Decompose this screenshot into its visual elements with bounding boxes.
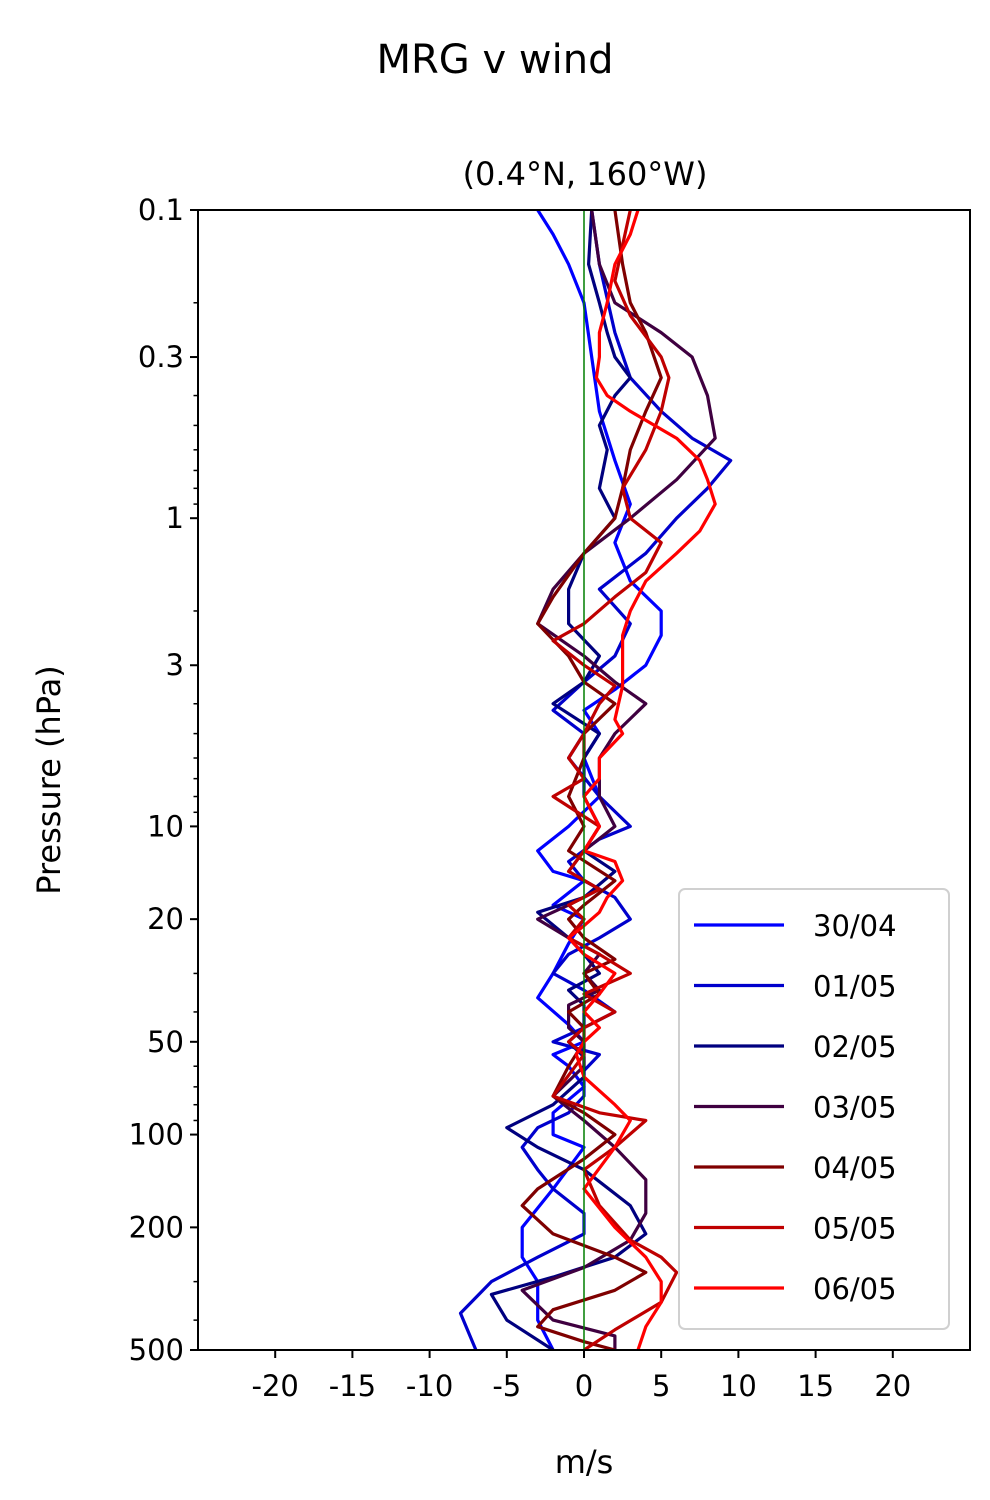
y-tick-label: 0.1 [138, 193, 184, 227]
y-tick-label: 1 [166, 501, 184, 535]
y-axis-label: Pressure (hPa) [30, 665, 68, 895]
legend-label: 06/05 [813, 1272, 897, 1306]
legend-label: 03/05 [813, 1091, 897, 1125]
y-tick-label: 500 [129, 1333, 184, 1367]
x-tick-label: 5 [652, 1369, 670, 1403]
legend-label: 02/05 [813, 1030, 897, 1064]
series-line-05-05 [551, 210, 679, 1350]
x-tick-label: -15 [329, 1369, 376, 1403]
legend-label: 05/05 [813, 1212, 897, 1246]
series-line-02-05 [489, 210, 648, 1350]
legend-label: 04/05 [813, 1151, 897, 1185]
x-tick-label: 0 [575, 1369, 593, 1403]
legend-frame [678, 888, 950, 1330]
x-axis-label: m/s [555, 1443, 614, 1481]
y-tick-label: 20 [147, 902, 184, 936]
x-tick-label: -10 [406, 1369, 453, 1403]
series-layer [458, 210, 733, 1350]
x-tick-label: -5 [492, 1369, 521, 1403]
legend-label: 01/05 [813, 970, 897, 1004]
y-tick-label: 10 [147, 809, 184, 843]
x-tick-label: 10 [720, 1369, 757, 1403]
y-tick-label: 3 [166, 648, 184, 682]
y-tick-label: 200 [129, 1210, 184, 1244]
figure-suptitle: MRG v wind [377, 37, 614, 83]
legend-label: 30/04 [813, 909, 897, 943]
series-line-30-04 [520, 210, 663, 1350]
y-tick-label: 50 [147, 1025, 184, 1059]
x-tick-label: 15 [797, 1369, 834, 1403]
y-tick-label: 0.3 [138, 340, 184, 374]
chart-title: (0.4°N, 160°W) [463, 155, 708, 193]
y-axis-ticks: 0.1 0.3 1 3 10 20 50 100 200 500 [129, 193, 198, 1367]
x-tick-label: -20 [252, 1369, 299, 1403]
series-line-04-05 [520, 210, 663, 1350]
y-tick-label: 100 [129, 1118, 184, 1152]
x-axis-ticks: -20 -15 -10 -5 0 5 10 15 20 [252, 1350, 911, 1403]
legend: 30/04 01/05 02/05 03/05 04/05 05/05 06/05 [678, 888, 950, 1330]
series-line-06-05 [567, 210, 717, 1350]
series-line-01-05 [458, 210, 733, 1350]
x-tick-label: 20 [874, 1369, 911, 1403]
